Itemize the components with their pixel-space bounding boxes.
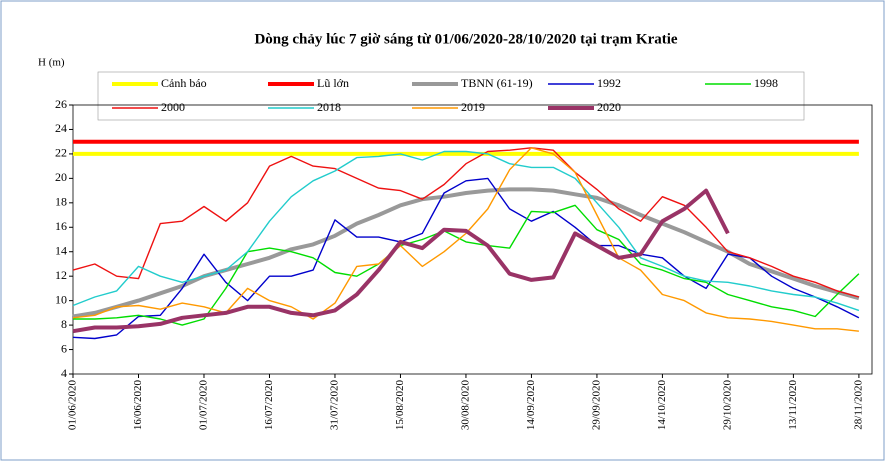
y-tick-label: 14 [55, 243, 67, 257]
x-tick-label: 15/08/2020 [394, 380, 406, 431]
x-tick-label: 29/09/2020 [590, 380, 602, 431]
plot-area [72, 104, 873, 375]
series-line [72, 188, 730, 334]
x-tick-label: 16/06/2020 [132, 380, 144, 431]
series-line [72, 147, 859, 332]
x-tick-label: 30/08/2020 [459, 380, 471, 431]
y-tick-label: 20 [55, 170, 67, 184]
series-line [72, 147, 860, 298]
series-line [72, 150, 860, 312]
legend-label: TBNN (61-19) [461, 76, 533, 90]
x-tick-label: 13/11/2020 [787, 380, 799, 430]
y-tick-label: 18 [55, 195, 67, 209]
legend-box [97, 71, 805, 121]
y-tick-label: 6 [61, 341, 67, 355]
y-axis-label: H (m) [38, 57, 65, 69]
legend-label: Cảnh báo [161, 76, 207, 90]
x-tick-label: 14/10/2020 [656, 380, 668, 431]
y-tick-label: 26 [55, 97, 67, 111]
legend-label: 2018 [317, 100, 341, 114]
y-tick-label: 4 [61, 366, 67, 380]
chart-title: Dòng chảy lúc 7 giờ sáng từ 01/06/2020-2… [254, 31, 677, 47]
legend-label: 2019 [461, 100, 485, 114]
x-tick-label: 16/07/2020 [263, 380, 275, 431]
x-tick-label: 01/07/2020 [198, 380, 210, 431]
series-line [73, 204, 860, 326]
x-tick-label: 14/09/2020 [525, 380, 537, 431]
legend-label: 1998 [754, 76, 778, 90]
legend-label: 1992 [597, 76, 621, 90]
legend-label: Lũ lớn [317, 76, 349, 90]
y-tick-label: 16 [55, 219, 67, 233]
y-tick-label: 12 [55, 268, 67, 282]
x-tick-label: 29/10/2020 [721, 380, 733, 431]
legend-label: 2020 [597, 100, 621, 114]
series-line [72, 177, 860, 340]
x-tick-label: 01/06/2020 [67, 380, 79, 431]
y-tick-label: 8 [61, 317, 67, 331]
x-tick-label: 31/07/2020 [328, 380, 340, 431]
y-tick-label: 24 [55, 121, 67, 135]
legend-label: 2000 [161, 100, 185, 114]
y-tick-label: 22 [55, 146, 67, 160]
x-tick-label: 28/11/2020 [852, 380, 864, 430]
y-tick-label: 10 [55, 292, 67, 306]
